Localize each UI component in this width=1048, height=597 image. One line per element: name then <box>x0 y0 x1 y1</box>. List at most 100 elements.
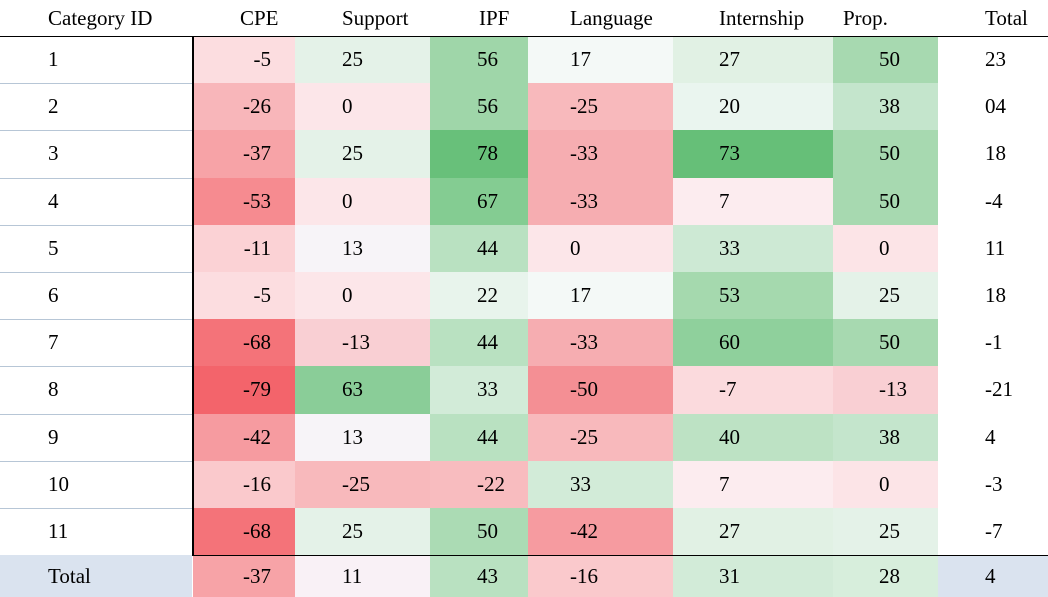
cell-language: -50 <box>528 366 673 414</box>
cell-support: 0 <box>295 83 430 131</box>
cell-cpe: -68 <box>193 508 295 556</box>
cell-language: -25 <box>528 83 673 131</box>
column-header-total: Total <box>985 5 1028 30</box>
header-border <box>0 36 1048 37</box>
cell-cpe: -37 <box>193 130 295 178</box>
cell-prop: 25 <box>833 272 938 320</box>
cell-total: 04 <box>985 94 1006 119</box>
cell-ipf: 67 <box>430 177 528 225</box>
row-divider <box>0 130 192 132</box>
cell-language: -33 <box>528 177 673 225</box>
cell-cpe: -68 <box>193 319 295 367</box>
cell-category-id: 8 <box>48 377 59 402</box>
cell-category-id: 11 <box>48 519 69 544</box>
cell-internship: 27 <box>673 508 833 556</box>
cell-prop: 0 <box>833 224 938 272</box>
total-cell-internship: 31 <box>673 555 833 597</box>
cell-language: -25 <box>528 413 673 461</box>
cell-prop: -13 <box>833 366 938 414</box>
cell-category-id: 9 <box>48 424 59 449</box>
cell-category-id: 2 <box>48 94 59 119</box>
cell-total: -4 <box>985 188 1003 213</box>
cell-total: 11 <box>985 235 1006 260</box>
cell-prop: 38 <box>833 413 938 461</box>
cell-ipf: 44 <box>430 319 528 367</box>
cell-support: 25 <box>295 508 430 556</box>
cell-ipf: 50 <box>430 508 528 556</box>
cell-ipf: 56 <box>430 83 528 131</box>
cell-language: 17 <box>528 272 673 320</box>
row-divider <box>0 272 192 273</box>
row-divider <box>0 508 192 509</box>
vertical-border <box>192 36 194 556</box>
cell-internship: 7 <box>673 177 833 225</box>
cell-total: -3 <box>985 471 1003 496</box>
cell-support: -25 <box>295 460 430 508</box>
cell-ipf: 56 <box>430 36 528 84</box>
cell-language: 17 <box>528 36 673 84</box>
total-cell-ipf: 43 <box>430 555 528 597</box>
column-header-language: Language <box>570 5 653 30</box>
column-header-cpe: CPE <box>240 5 279 30</box>
cell-total: -21 <box>985 377 1013 402</box>
cell-total: -7 <box>985 519 1003 544</box>
cell-ipf: 33 <box>430 366 528 414</box>
column-header-prop: Prop. <box>843 5 888 30</box>
cell-total: 23 <box>985 47 1006 72</box>
cell-total: -1 <box>985 330 1003 355</box>
cell-ipf: 22 <box>430 272 528 320</box>
cell-support: 0 <box>295 177 430 225</box>
cell-internship: 27 <box>673 36 833 84</box>
cell-category-id: 3 <box>48 141 59 166</box>
total-row-border <box>192 555 1048 557</box>
cell-category-id: 7 <box>48 330 59 355</box>
cell-support: -13 <box>295 319 430 367</box>
cell-language: 0 <box>528 224 673 272</box>
cell-internship: 20 <box>673 83 833 131</box>
cell-category-id: 1 <box>48 47 59 72</box>
cell-prop: 38 <box>833 83 938 131</box>
cell-support: 13 <box>295 224 430 272</box>
cell-support: 63 <box>295 366 430 414</box>
row-divider <box>0 177 192 179</box>
total-cell-language: -16 <box>528 555 673 597</box>
cell-support: 25 <box>295 130 430 178</box>
cell-cpe: -53 <box>193 177 295 225</box>
cell-ipf: 44 <box>430 224 528 272</box>
column-header-internship: Internship <box>719 5 805 30</box>
cell-prop: 50 <box>833 36 938 84</box>
cell-cpe: -79 <box>193 366 295 414</box>
cell-internship: 60 <box>673 319 833 367</box>
total-row-label: Total <box>0 555 192 597</box>
cell-ipf: -22 <box>430 460 528 508</box>
cell-language: -33 <box>528 319 673 367</box>
cell-support: 13 <box>295 413 430 461</box>
cell-language: -33 <box>528 130 673 178</box>
cell-language: 33 <box>528 460 673 508</box>
total-cell-cpe: -37 <box>193 555 295 597</box>
cell-total: 4 <box>985 424 996 449</box>
cell-prop: 0 <box>833 460 938 508</box>
cell-cpe: -5 <box>193 272 295 320</box>
cell-total: 18 <box>985 283 1006 308</box>
cell-category-id: 5 <box>48 235 59 260</box>
row-divider <box>0 83 192 85</box>
cell-support: 0 <box>295 272 430 320</box>
total-cell-prop: 28 <box>833 555 938 597</box>
total-cell-total: 4 <box>938 555 1048 597</box>
cell-cpe: -16 <box>193 460 295 508</box>
row-divider <box>0 319 192 321</box>
cell-internship: 40 <box>673 413 833 461</box>
total-cell-support: 11 <box>295 555 430 597</box>
column-header-ipf: IPF <box>479 5 510 30</box>
column-header-support: Support <box>342 5 409 30</box>
cell-internship: 53 <box>673 272 833 320</box>
cell-category-id: 4 <box>48 188 59 213</box>
cell-internship: 73 <box>673 130 833 178</box>
row-divider <box>0 366 192 368</box>
cell-cpe: -26 <box>193 83 295 131</box>
cell-prop: 50 <box>833 319 938 367</box>
cell-prop: 50 <box>833 177 938 225</box>
cell-cpe: -42 <box>193 413 295 461</box>
